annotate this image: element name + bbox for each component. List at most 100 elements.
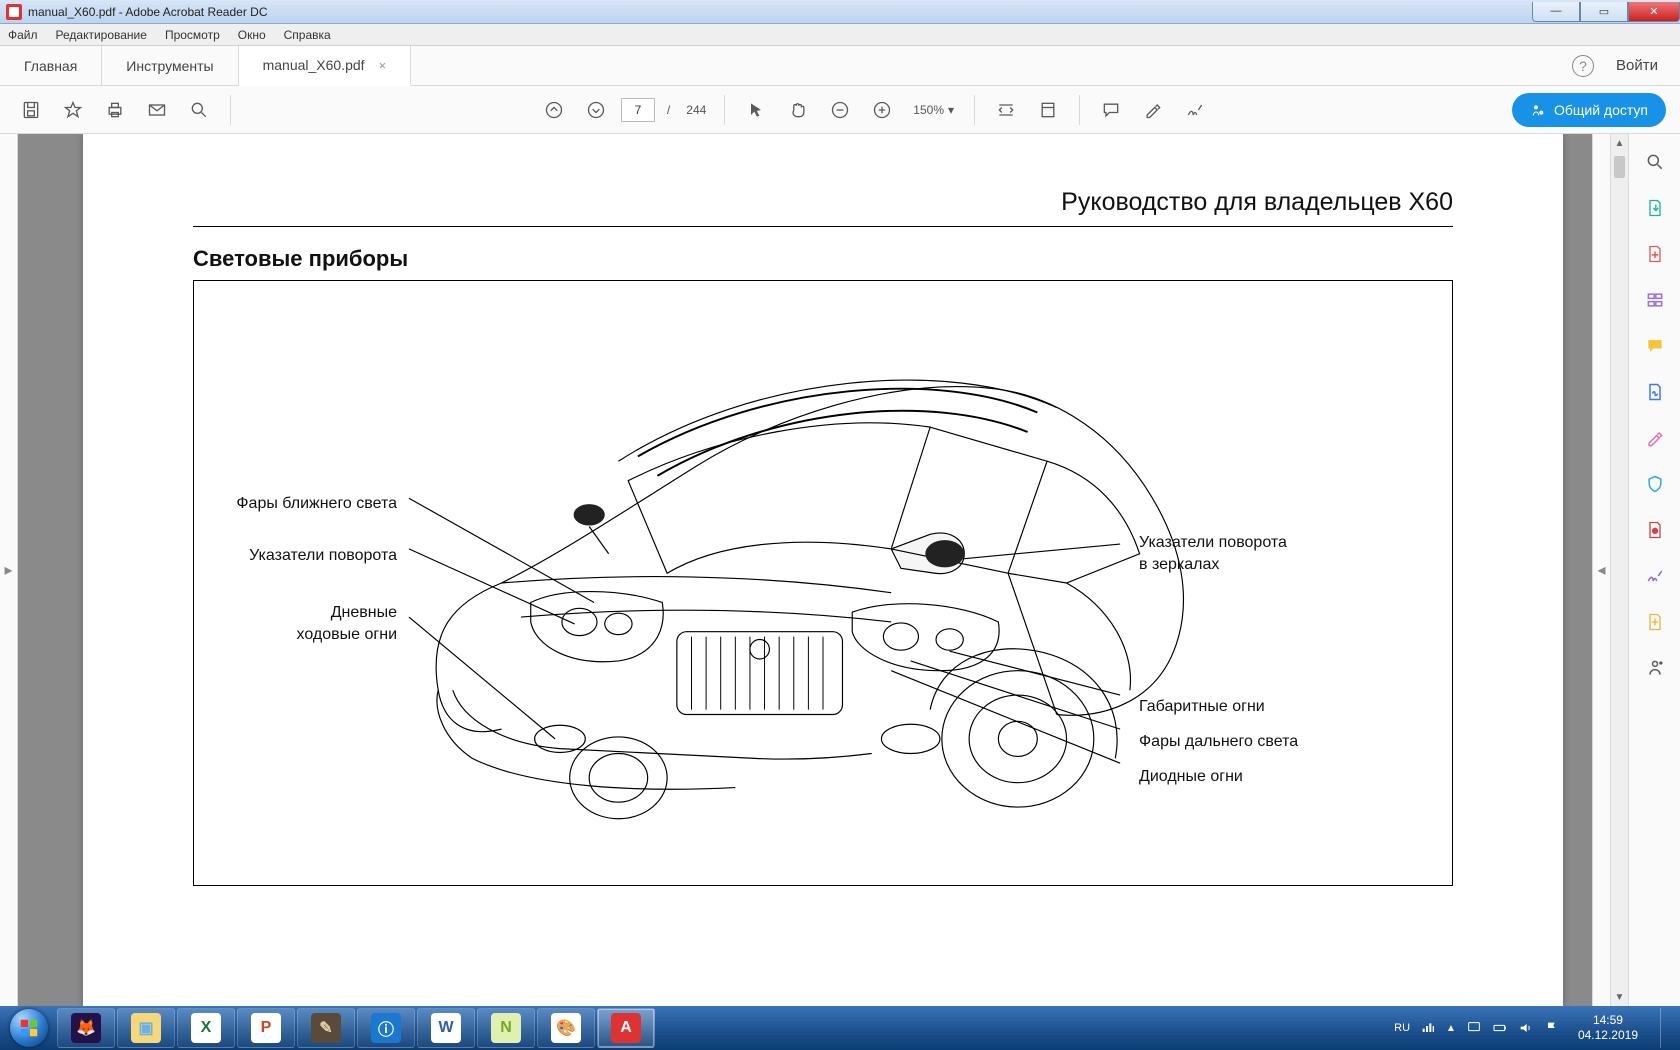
tab-home[interactable]: Главная bbox=[0, 46, 102, 85]
highlight-icon[interactable] bbox=[1136, 93, 1170, 127]
right-gutter-collapse[interactable]: ◂ bbox=[1592, 134, 1610, 1006]
panel-export-pdf-icon[interactable] bbox=[1643, 196, 1667, 220]
menu-file[interactable]: Файл bbox=[8, 28, 38, 42]
panel-organize-icon[interactable] bbox=[1643, 288, 1667, 312]
page-down-icon[interactable] bbox=[579, 93, 613, 127]
share-label: Общий доступ bbox=[1554, 102, 1648, 118]
label-drl-1: Дневные bbox=[212, 603, 397, 623]
taskbar-gimp-icon[interactable]: ✎ bbox=[297, 1008, 355, 1048]
select-tool-icon[interactable] bbox=[739, 93, 773, 127]
workspace: ▸ Руководство для владельцев X60 Световы… bbox=[0, 134, 1680, 1006]
menu-window[interactable]: Окно bbox=[238, 28, 266, 42]
zoom-level[interactable]: 150% ▾ bbox=[907, 103, 960, 117]
tab-tools[interactable]: Инструменты bbox=[102, 46, 238, 85]
page-up-icon[interactable] bbox=[537, 93, 571, 127]
panel-search-icon[interactable] bbox=[1643, 150, 1667, 174]
panel-stamp-icon[interactable] bbox=[1643, 610, 1667, 634]
fit-width-icon[interactable] bbox=[989, 93, 1023, 127]
taskbar-firefox-icon[interactable]: 🦊 bbox=[57, 1008, 115, 1048]
label-mirror-turn-1: Указатели поворота bbox=[1139, 533, 1287, 553]
panel-edit-icon[interactable] bbox=[1643, 426, 1667, 450]
tray-language[interactable]: RU bbox=[1394, 1022, 1410, 1034]
label-low-beam: Фары ближнего света bbox=[212, 494, 397, 514]
tab-document-close-icon[interactable]: × bbox=[379, 58, 387, 73]
panel-protect-icon[interactable] bbox=[1643, 472, 1667, 496]
doc-rule bbox=[193, 226, 1453, 227]
search-icon[interactable] bbox=[182, 93, 216, 127]
signin-button[interactable]: Войти bbox=[1616, 57, 1658, 74]
taskbar-excel-icon[interactable]: X bbox=[177, 1008, 235, 1048]
tray-time: 14:59 bbox=[1578, 1013, 1638, 1028]
acrobat-app-icon bbox=[6, 4, 22, 20]
taskbar-word-icon[interactable]: W bbox=[417, 1008, 475, 1048]
tray-battery-icon[interactable] bbox=[1492, 1020, 1508, 1036]
share-button[interactable]: Общий доступ bbox=[1512, 93, 1666, 127]
label-high-beam: Фары дальнего света bbox=[1139, 732, 1298, 752]
taskbar-paint-icon[interactable]: 🎨 bbox=[537, 1008, 595, 1048]
show-desktop-button[interactable] bbox=[1660, 1008, 1674, 1048]
panel-optimize-icon[interactable] bbox=[1643, 518, 1667, 542]
acrobat-tabs: Главная Инструменты manual_X60.pdf × ? В… bbox=[0, 46, 1680, 86]
zoom-value: 150% bbox=[913, 103, 944, 117]
panel-more-tools-icon[interactable] bbox=[1643, 656, 1667, 680]
menu-edit[interactable]: Редактирование bbox=[56, 28, 147, 42]
toolbar: 7 / 244 150% ▾ Общий доступ bbox=[0, 86, 1680, 134]
help-icon[interactable]: ? bbox=[1572, 55, 1594, 77]
panel-comment-icon[interactable] bbox=[1643, 334, 1667, 358]
panel-fill-sign-icon[interactable] bbox=[1643, 380, 1667, 404]
tray-volume-icon[interactable] bbox=[1518, 1020, 1534, 1036]
hand-tool-icon[interactable] bbox=[781, 93, 815, 127]
taskbar-explorer-icon[interactable]: ▣ bbox=[117, 1008, 175, 1048]
left-gutter-expand[interactable]: ▸ bbox=[0, 134, 18, 1006]
tray-clock[interactable]: 14:59 04.12.2019 bbox=[1570, 1013, 1646, 1043]
taskbar: 🦊▣XP✎ⓘWN🎨A RU ▲ 14:59 04.12.2019 bbox=[0, 1006, 1680, 1050]
fit-page-icon[interactable] bbox=[1031, 93, 1065, 127]
window-controls: — ▭ ✕ bbox=[1532, 2, 1680, 22]
menu-help[interactable]: Справка bbox=[284, 28, 331, 42]
comment-icon[interactable] bbox=[1094, 93, 1128, 127]
windows-logo-icon bbox=[18, 1017, 40, 1039]
zoom-in-icon[interactable] bbox=[865, 93, 899, 127]
car-diagram bbox=[194, 281, 1452, 885]
scroll-thumb[interactable] bbox=[1614, 156, 1625, 178]
scroll-up-icon[interactable]: ▲ bbox=[1611, 134, 1628, 152]
right-tools-panel bbox=[1628, 134, 1680, 1006]
vertical-scrollbar[interactable]: ▲ ▼ bbox=[1610, 134, 1628, 1006]
close-button[interactable]: ✕ bbox=[1628, 2, 1680, 22]
page-sheet: Руководство для владельцев X60 Световые … bbox=[83, 134, 1563, 1006]
label-drl-2: ходовые огни bbox=[212, 625, 397, 645]
menu-view[interactable]: Просмотр bbox=[165, 28, 220, 42]
tab-document[interactable]: manual_X60.pdf × bbox=[239, 46, 412, 86]
label-turn-signal: Указатели поворота bbox=[212, 546, 397, 566]
figure-box: Фары ближнего света Указатели поворота Д… bbox=[193, 280, 1453, 886]
star-icon[interactable] bbox=[56, 93, 90, 127]
panel-create-pdf-icon[interactable] bbox=[1643, 242, 1667, 266]
zoom-caret-icon: ▾ bbox=[948, 103, 954, 117]
page-current-input[interactable]: 7 bbox=[621, 98, 655, 122]
save-icon[interactable] bbox=[14, 93, 48, 127]
tray-network-icon[interactable] bbox=[1420, 1020, 1436, 1036]
document-area[interactable]: Руководство для владельцев X60 Световые … bbox=[18, 134, 1628, 1006]
window-titlebar: manual_X60.pdf - Adobe Acrobat Reader DC… bbox=[0, 0, 1680, 24]
mail-icon[interactable] bbox=[140, 93, 174, 127]
taskbar-powerpoint-icon[interactable]: P bbox=[237, 1008, 295, 1048]
minimize-button[interactable]: — bbox=[1532, 2, 1580, 22]
panel-esign-icon[interactable] bbox=[1643, 564, 1667, 588]
maximize-button[interactable]: ▭ bbox=[1580, 2, 1628, 22]
tray-flag-icon[interactable] bbox=[1544, 1020, 1560, 1036]
zoom-out-icon[interactable] bbox=[823, 93, 857, 127]
sign-icon[interactable] bbox=[1178, 93, 1212, 127]
tray-chevron-up-icon[interactable]: ▲ bbox=[1446, 1023, 1456, 1034]
print-icon[interactable] bbox=[98, 93, 132, 127]
start-button[interactable] bbox=[2, 1006, 56, 1050]
taskbar-acrobat-icon[interactable]: A bbox=[597, 1008, 655, 1048]
doc-section-title: Световые приборы bbox=[193, 246, 408, 272]
menu-bar: Файл Редактирование Просмотр Окно Справк… bbox=[0, 24, 1680, 46]
scroll-down-icon[interactable]: ▼ bbox=[1611, 988, 1628, 1006]
tab-document-label: manual_X60.pdf bbox=[263, 57, 365, 73]
doc-header: Руководство для владельцев X60 bbox=[1061, 188, 1453, 217]
window-title: manual_X60.pdf - Adobe Acrobat Reader DC bbox=[28, 5, 267, 19]
tray-action-center-icon[interactable] bbox=[1466, 1020, 1482, 1036]
taskbar-app-i-icon[interactable]: ⓘ bbox=[357, 1008, 415, 1048]
taskbar-notepadpp-icon[interactable]: N bbox=[477, 1008, 535, 1048]
